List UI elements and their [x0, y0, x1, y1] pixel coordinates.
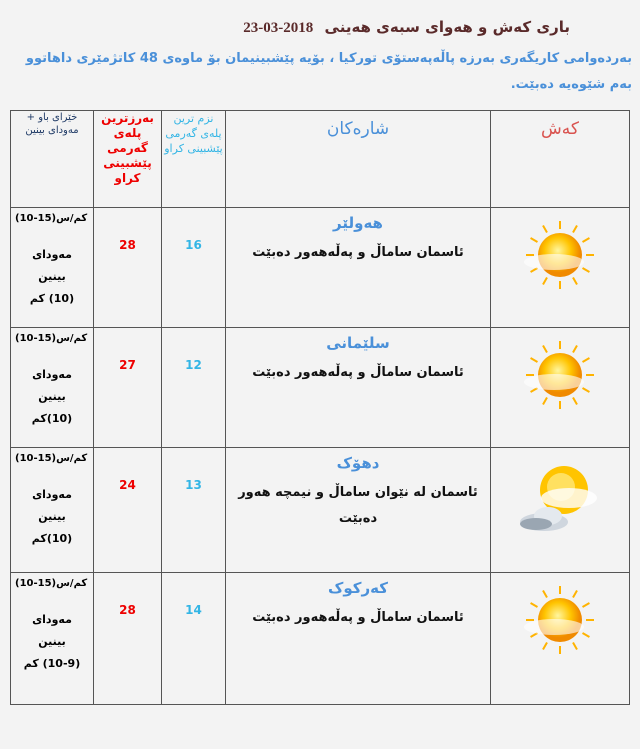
city-name: سلێمانی: [326, 334, 390, 352]
weather-cell: [490, 447, 630, 573]
header-row: کەش شارەکان نزم ترین پلەی گەرمی پێشبینی …: [10, 110, 630, 208]
visibility-value: (10-9) کم: [23, 657, 81, 670]
visibility-label: مەودای بینین: [32, 368, 72, 403]
header-max: بەرزترین پلەی گەرمی پێشبینی کراو: [93, 110, 162, 208]
min-temp: 12: [161, 327, 226, 448]
intro-text: بەردەوامی کاریگەری بەرزە پاڵەپەستۆی تورک…: [25, 51, 632, 92]
header-min: نزم ترین پلەی گەرمی پێشبینی کراو: [161, 110, 226, 208]
city-name: دهۆک: [336, 454, 380, 472]
weather-description: ئاسمان ساماڵ و پەڵەهەور دەبێت: [252, 365, 464, 380]
visibility-label: مەودای بینین: [32, 488, 72, 523]
weather-description: ئاسمان ساماڵ و پەڵەهەور دەبێت: [252, 610, 464, 625]
wind-speed: (10-15)کم/س: [15, 213, 88, 224]
table-row: سلێمانی ئاسمان ساماڵ و پەڵەهەور دەبێت 12 …: [10, 327, 630, 448]
city-name: هەولێر: [333, 214, 383, 232]
title-text: باری کەش و هەوای سبەی هەینی: [324, 18, 570, 36]
wind-cell: (10-15)کم/س مەودای بینین (10) کم: [10, 207, 94, 328]
weather-cell: [490, 207, 630, 328]
visibility-value: (10)کم: [31, 412, 73, 425]
max-temp: 28: [93, 207, 162, 328]
wind-speed: (10-15)کم/س: [15, 333, 88, 344]
min-temp: 13: [161, 447, 226, 573]
min-temp: 16: [161, 207, 226, 328]
city-cell: سلێمانی ئاسمان ساماڵ و پەڵەهەور دەبێت: [225, 327, 491, 448]
weather-description: ئاسمان ساماڵ و پەڵەهەور دەبێت: [252, 245, 464, 260]
table-row: دهۆک ئاسمان لە نێوان ساماڵ و نیمچە هەور د…: [10, 447, 630, 573]
visibility-value: (10)کم: [31, 532, 73, 545]
max-temp: 27: [93, 327, 162, 448]
title-date: 2018-03-23: [243, 20, 314, 36]
city-name: کەرکوک: [328, 579, 388, 597]
sun-cloud-icon: [514, 221, 606, 294]
wind-speed: (10-15)کم/س: [15, 453, 88, 464]
visibility-label: مەودای بینین: [32, 613, 72, 648]
wind-speed: (10-15)کم/س: [15, 578, 88, 589]
visibility-label: مەودای بینین: [32, 248, 72, 283]
partly-cloudy-icon: [514, 466, 606, 544]
city-cell: دهۆک ئاسمان لە نێوان ساماڵ و نیمچە هەور د…: [225, 447, 491, 573]
wind-cell: (10-15)کم/س مەودای بینین (10)کم: [10, 327, 94, 448]
sun-cloud-icon: [514, 341, 606, 414]
header-weather: کەش: [490, 110, 630, 208]
min-temp: 14: [161, 572, 226, 705]
wind-cell: (10-15)کم/س مەودای بینین (10)کم: [10, 447, 94, 573]
header-city: شارەکان: [225, 110, 491, 208]
weather-cell: [490, 327, 630, 448]
page-title: باری کەش و هەوای سبەی هەینی 2018-03-23: [0, 18, 570, 37]
sun-cloud-icon: [514, 586, 606, 659]
table-row: کەرکوک ئاسمان ساماڵ و پەڵەهەور دەبێت 14 2…: [10, 572, 630, 705]
max-temp: 24: [93, 447, 162, 573]
wind-cell: (10-15)کم/س مەودای بینین (10-9) کم: [10, 572, 94, 705]
max-temp: 28: [93, 572, 162, 705]
visibility-value: (10) کم: [29, 292, 75, 305]
header-wind: خێرای باو + مەودای بینین: [10, 110, 94, 208]
table-row: هەولێر ئاسمان ساماڵ و پەڵەهەور دەبێت 16 2…: [10, 207, 630, 328]
forecast-table: کەش شارەکان نزم ترین پلەی گەرمی پێشبینی …: [10, 110, 630, 705]
weather-description: ئاسمان لە نێوان ساماڵ و نیمچە هەور دەبێت: [238, 485, 478, 526]
city-cell: کەرکوک ئاسمان ساماڵ و پەڵەهەور دەبێت: [225, 572, 491, 705]
weather-cell: [490, 572, 630, 705]
city-cell: هەولێر ئاسمان ساماڵ و پەڵەهەور دەبێت: [225, 207, 491, 328]
